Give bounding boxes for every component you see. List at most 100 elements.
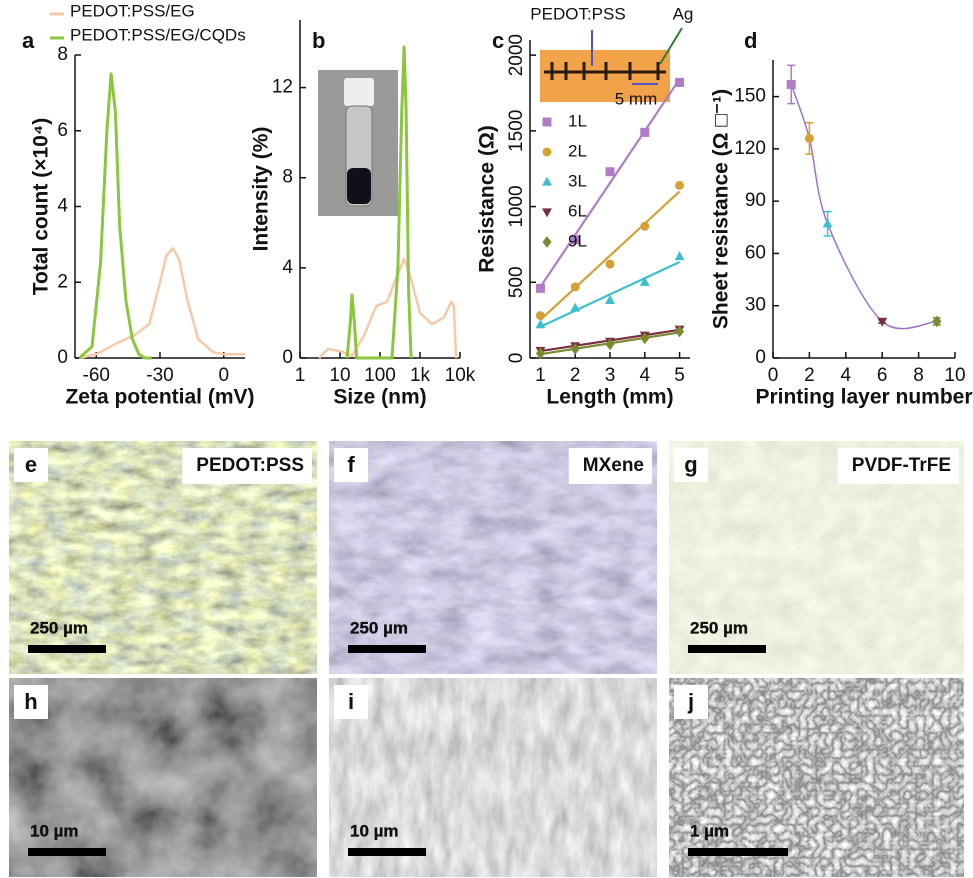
micrograph-title: PEDOT:PSS <box>196 455 304 476</box>
legend-label: 3L <box>568 171 587 190</box>
scale-bar-label: 10 µm <box>30 821 79 840</box>
legend-label: 6L <box>568 201 587 220</box>
x-tick-label: 10 <box>944 365 965 386</box>
marker <box>640 128 649 137</box>
marker <box>542 208 552 217</box>
y-axis-label: Resistance (Ω) <box>476 125 499 273</box>
marker <box>542 177 552 186</box>
marker <box>571 282 580 291</box>
marker <box>535 319 545 328</box>
y-tick-label: 4 <box>57 196 68 217</box>
x-tick-label: 0 <box>768 365 779 386</box>
marker <box>787 80 796 89</box>
panel-label: g <box>684 452 697 477</box>
micrograph <box>8 677 318 878</box>
marker <box>606 260 615 269</box>
fit-line <box>540 262 679 327</box>
legend-label: PEDOT:PSS/EG <box>70 1 195 20</box>
micrograph-title: MXene <box>583 455 644 476</box>
x-tick-label: -30 <box>146 365 173 386</box>
y-tick-label: 0 <box>506 353 527 364</box>
x-tick-label: 4 <box>639 365 650 386</box>
figure: a Zeta potential (mV) Total count (×10⁴) -6… <box>0 0 973 878</box>
scale-bar <box>348 645 426 653</box>
marker <box>543 118 552 127</box>
marker <box>536 311 545 320</box>
x-tick-label: 2 <box>804 365 815 386</box>
y-tick-label: 6 <box>57 120 68 141</box>
inset-annotation: 5 mm <box>615 89 658 108</box>
scale-bar <box>28 848 106 856</box>
x-tick-label: 1 <box>535 365 546 386</box>
y-tick-label: 4 <box>282 257 293 278</box>
legend-label: 2L <box>568 141 587 160</box>
marker <box>675 181 684 190</box>
x-tick-label: 8 <box>913 365 924 386</box>
x-tick-label: 2 <box>570 365 581 386</box>
x-axis-label: Zeta potential (mV) <box>65 386 254 409</box>
y-tick-label: 30 <box>745 295 766 316</box>
y-tick-label: 0 <box>57 347 68 368</box>
scale-bar-label: 250 µm <box>30 618 88 637</box>
x-tick-label: 10k <box>445 365 476 386</box>
x-tick-label: 100 <box>364 365 396 386</box>
panel-label: a <box>22 28 35 53</box>
panel-label: j <box>687 689 694 714</box>
scale-bar <box>28 645 106 653</box>
scale-bar-label: 1 µm <box>690 821 729 840</box>
legend-label: 9L <box>568 231 587 250</box>
y-tick-label: 90 <box>745 190 766 211</box>
x-tick-label: 1k <box>410 365 431 386</box>
scale-bar <box>688 848 788 856</box>
data-line <box>319 259 456 358</box>
printed-line-inset <box>540 28 682 102</box>
vial-inset <box>318 70 398 216</box>
scale-bar <box>348 848 426 856</box>
data-line <box>79 248 245 358</box>
marker <box>536 284 545 293</box>
x-tick-label: 10 <box>329 365 350 386</box>
y-tick-label: 120 <box>734 138 766 159</box>
marker <box>675 251 685 260</box>
scale-bar-label: 250 µm <box>690 618 748 637</box>
micrograph-title: PVDF-TrFE <box>852 455 951 476</box>
y-tick-label: 8 <box>57 44 68 65</box>
y-tick-label: 0 <box>282 347 293 368</box>
panel-label: c <box>492 28 504 53</box>
x-tick-label: 0 <box>218 365 229 386</box>
data-line <box>79 74 151 358</box>
marker <box>805 134 814 143</box>
y-tick-label: 8 <box>282 167 293 188</box>
marker <box>675 78 684 87</box>
panel-label: e <box>25 452 37 477</box>
scale-bar-label: 250 µm <box>350 618 408 637</box>
inset-annotation: Ag <box>673 4 694 23</box>
y-tick-label: 60 <box>745 242 766 263</box>
panel-label: b <box>312 28 325 53</box>
x-axis-label: Size (nm) <box>333 386 426 409</box>
marker <box>606 167 615 176</box>
y-tick-label: 2 <box>57 271 68 292</box>
x-axis-label: Length (mm) <box>546 386 673 409</box>
scale-bar <box>688 645 766 653</box>
panel-label: i <box>348 689 354 714</box>
x-tick-label: 3 <box>605 365 616 386</box>
y-axis-label: Intensity (%) <box>250 127 273 252</box>
x-tick-label: -60 <box>83 365 110 386</box>
marker <box>570 303 580 312</box>
y-axis-label: Sheet resistance (Ω □⁻¹) <box>710 89 733 329</box>
legend-label: 1L <box>568 111 587 130</box>
x-axis-label: Printing layer number <box>755 386 972 409</box>
marker <box>543 148 552 157</box>
y-tick-label: 500 <box>506 266 527 298</box>
panel-label: d <box>744 28 757 53</box>
scale-bar-label: 10 µm <box>350 821 399 840</box>
y-tick-label: 0 <box>755 347 766 368</box>
x-tick-label: 6 <box>877 365 888 386</box>
x-tick-label: 5 <box>674 365 685 386</box>
marker <box>640 222 649 231</box>
panel-label: f <box>347 452 355 477</box>
y-tick-label: 1500 <box>506 110 527 152</box>
marker <box>877 318 887 327</box>
y-axis-label: Total count (×10⁴) <box>30 118 53 295</box>
